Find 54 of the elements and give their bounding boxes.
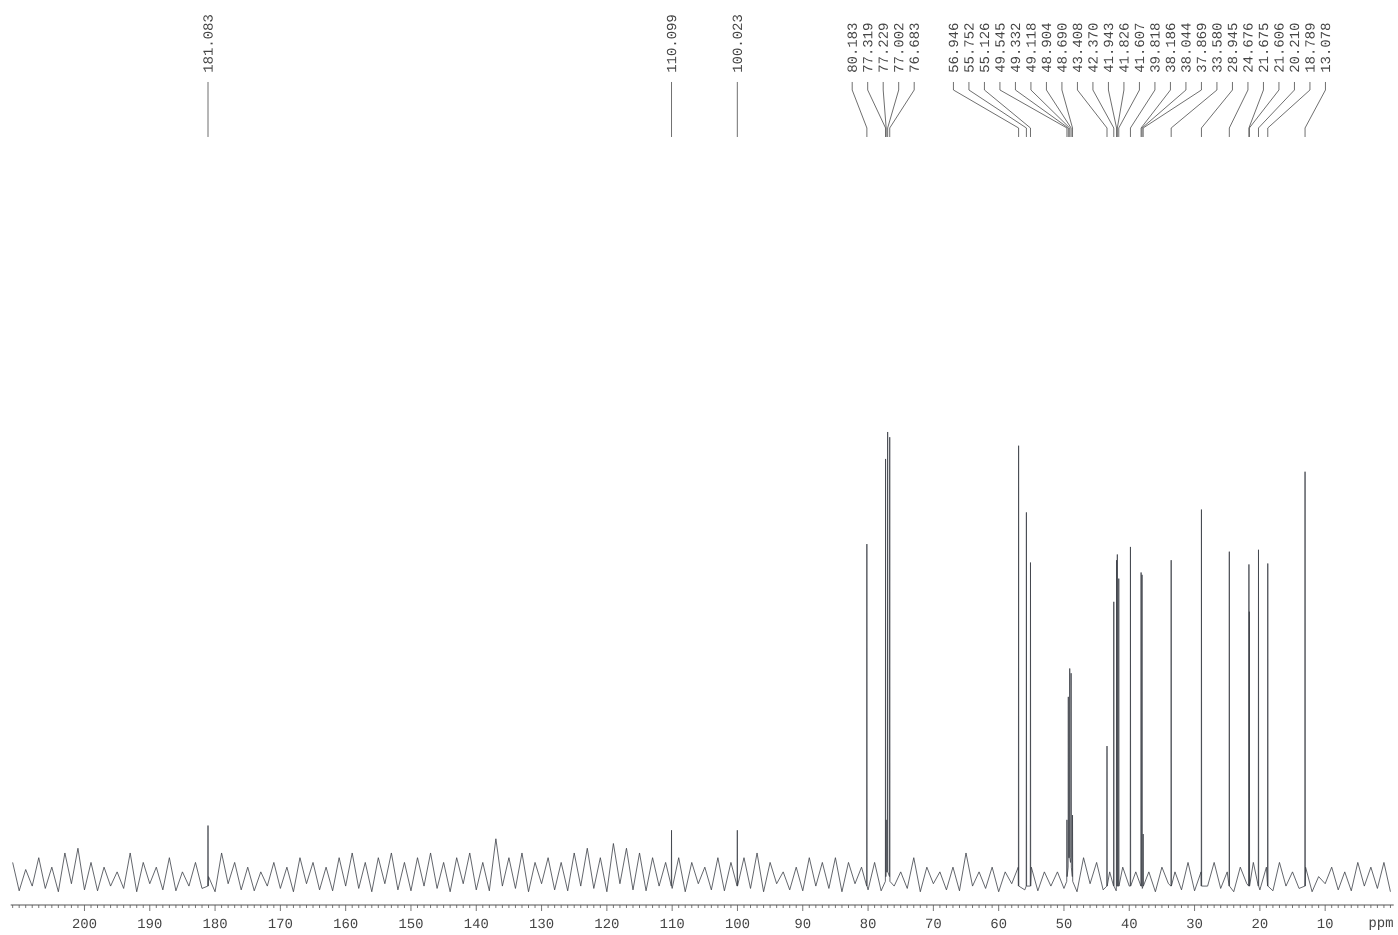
text: 77.229 [878, 23, 888, 72]
text: 18.789 [1305, 23, 1315, 72]
text: 76.683 [909, 23, 919, 72]
text: 28.945 [1227, 23, 1238, 72]
x-tick-label: 110 [660, 918, 684, 929]
text: 41.826 [1119, 23, 1129, 73]
x-tick-label: 180 [203, 918, 227, 929]
text: 48.904 [1041, 23, 1052, 73]
text: 38.186 [1165, 23, 1176, 72]
x-tick-label: 60 [991, 918, 1007, 929]
x-tick-label: 50 [1056, 918, 1072, 929]
text: 39.818 [1150, 23, 1160, 72]
x-tick-label: 160 [334, 918, 358, 929]
text: 49.545 [995, 23, 1005, 73]
text: 20.210 [1289, 23, 1300, 72]
x-tick-label: 20 [1252, 918, 1268, 929]
x-tick-label: 200 [72, 918, 97, 929]
text: 38.044 [1181, 23, 1191, 72]
x-tick-label: 70 [926, 918, 941, 929]
text: 110.099 [666, 15, 677, 72]
text: 21.675 [1258, 23, 1269, 72]
text: 49.118 [1026, 23, 1036, 73]
x-tick-label: 120 [595, 918, 619, 929]
text: 43.408 [1072, 23, 1083, 73]
text: 41.943 [1103, 23, 1114, 73]
x-tick-label: 170 [268, 918, 293, 929]
x-tick-label: 100 [725, 918, 750, 929]
x-axis-title: ppm [1369, 919, 1393, 930]
text: 37.869 [1196, 23, 1207, 72]
text: 56.946 [948, 23, 959, 72]
text: 13.078 [1320, 23, 1331, 72]
x-tick-label: 80 [860, 918, 876, 929]
text: 80.183 [847, 23, 857, 72]
x-tick-label: 140 [464, 918, 488, 929]
text: 42.370 [1088, 23, 1098, 73]
text: 33.580 [1212, 23, 1222, 72]
text: 21.606 [1274, 23, 1284, 72]
x-tick-label: 190 [138, 918, 162, 929]
text: 100.023 [732, 15, 743, 72]
x-tick-label: 150 [399, 918, 423, 929]
text: 49.332 [1010, 23, 1021, 73]
text: 48.690 [1057, 23, 1067, 73]
text: 41.607 [1134, 23, 1145, 73]
text: 77.319 [862, 23, 873, 72]
x-tick-label: 130 [530, 918, 554, 929]
text: 77.002 [893, 23, 904, 72]
text: 24.676 [1243, 23, 1253, 72]
text: 55.752 [964, 23, 974, 72]
text: 181.083 [203, 15, 213, 72]
x-tick-label: 40 [1121, 918, 1137, 929]
text: 55.126 [979, 23, 990, 72]
x-tick-label: 10 [1317, 918, 1333, 929]
x-tick-label: 30 [1187, 918, 1203, 929]
x-tick-label: 90 [795, 918, 811, 929]
